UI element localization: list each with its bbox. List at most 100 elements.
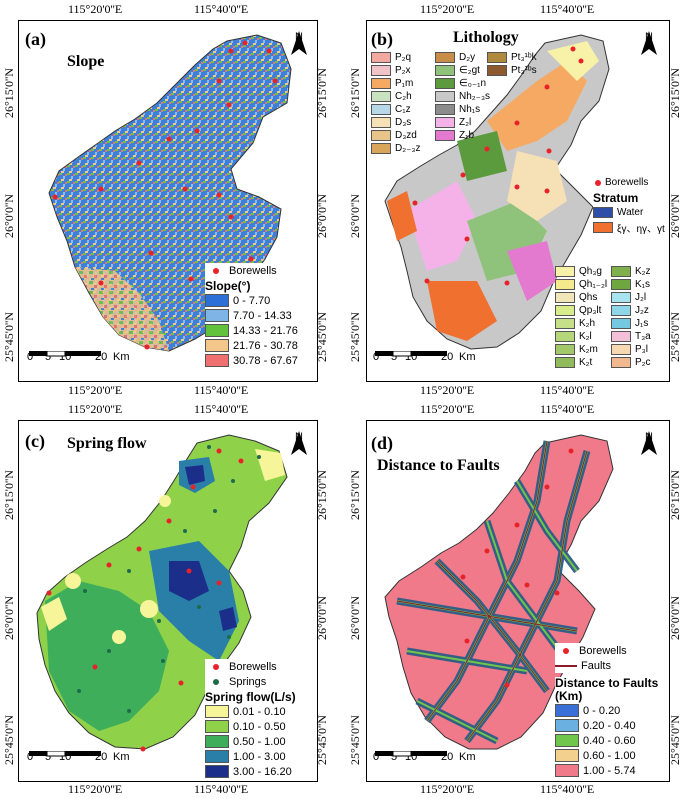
swatch: [555, 305, 575, 316]
swatch: [435, 52, 455, 63]
lithology-unit-label: T₃a: [635, 331, 651, 342]
lithology-unit-label: D₃zd: [395, 130, 417, 141]
legend-springs: Springs: [229, 675, 267, 688]
north-arrow-icon: [641, 31, 657, 55]
lon-tick-bot-c-1: 115°20'0''E: [68, 782, 123, 796]
legend-borewells: Borewells: [229, 264, 277, 277]
lithology-unit-label: P₂c: [635, 357, 651, 368]
lithology-legend-item: ∈₂gt: [435, 64, 490, 77]
swatch: [555, 279, 575, 290]
lithology-legend-item: K₁s: [611, 278, 651, 291]
lon-tick-top-c-2: 115°40'0''E: [194, 402, 249, 416]
scale-unit: Km: [459, 351, 476, 363]
lithology-unit-label: K₂m: [579, 344, 598, 355]
lithology-legend-item: K₂l: [555, 330, 607, 343]
lithology-legend-item: C₁z: [371, 103, 420, 116]
swatch: [435, 91, 455, 102]
lithology-unit-label: D₂y: [459, 52, 476, 63]
scale-bar-graphic: [29, 351, 101, 357]
lithology-unit-label: D₂₋₃z: [395, 143, 421, 154]
scale-unit: Km: [113, 751, 130, 763]
lithology-unit-label: P₃l: [635, 344, 648, 355]
lithology-unit-label: J₁s: [635, 318, 649, 329]
scale-tick: 0: [373, 751, 380, 763]
legend-class: 0.40 - 0.60: [583, 734, 636, 747]
lat-tick-b-2: 26°0'0''N: [348, 194, 362, 238]
lithology-unit-label: Qp₃lt: [579, 305, 602, 316]
scale-bar-graphic: [29, 751, 101, 757]
lat-tick-d-2: 26°0'0''N: [348, 596, 362, 640]
lon-tick-top-b-2: 115°40'0''E: [540, 2, 595, 16]
lon-tick-bot-c-2: 115°40'0''E: [194, 782, 249, 796]
lithology-unit-label: Nh₁s: [459, 104, 481, 115]
north-arrow: N: [639, 31, 659, 55]
swatch: [205, 765, 229, 778]
legend-title-spring-flow: Spring flow(L/s): [205, 689, 296, 704]
lat-tick-b-3: 25°45'0''N: [348, 312, 362, 362]
lat-tick-c-2: 26°0'0''N: [2, 596, 16, 640]
borewell-icon: [213, 267, 219, 274]
legend-class: 1.00 - 5.74: [583, 764, 636, 777]
lat-tick-c-3: 25°45'0''N: [2, 715, 16, 765]
swatch: [555, 749, 579, 762]
swatch: [555, 318, 575, 329]
swatch: [555, 344, 575, 355]
lon-tick-top-a-1: 115°20'0''E: [68, 2, 123, 16]
scale-bar: 0 5 10 20 Km: [373, 351, 493, 363]
lithology-legend-item: ∈₀₋₁n: [435, 77, 490, 90]
lithology-unit-label: C₁z: [395, 104, 411, 115]
lithology-legend-item: K₂m: [555, 343, 607, 356]
lithology-legend-item: Nh₂₋₃s: [435, 90, 490, 103]
panel-title-spring-flow: Spring flow: [67, 435, 147, 452]
legend-title-stratum: Stratum: [593, 190, 639, 205]
lat-tick-d-1: 26°15'0''N: [348, 470, 362, 520]
legend-class: 0 - 0.20: [583, 704, 621, 717]
lat-tick-d-r3: 25°45'0''N: [668, 715, 682, 765]
borewell-icon: [563, 647, 569, 654]
swatch: [611, 305, 631, 316]
lithology-legend-item: T₃a: [611, 330, 651, 343]
lithology-legend-item: K₂z: [611, 265, 651, 278]
lon-tick-top-d-1: 115°20'0''E: [420, 402, 475, 416]
swatch: [555, 734, 579, 747]
lithology-legend-item: P₁m: [371, 77, 420, 90]
swatch: [435, 65, 455, 76]
lithology-unit-label: Pt₃¹ᵇk: [511, 52, 537, 63]
lithology-legend-item: Pt₃¹ᵇs: [487, 64, 537, 77]
lat-tick-b-r3: 25°45'0''N: [668, 312, 682, 362]
panel-title-lithology: Lithology: [453, 29, 519, 46]
lon-tick-bot-b-1: 115°20'0''E: [420, 383, 475, 397]
lithology-unit-label: Z₁b: [459, 130, 475, 141]
lithology-unit-label: P₂x: [395, 65, 411, 76]
lithology-legend-item: Pt₃¹ᵇk: [487, 51, 537, 64]
lithology-legend-item: Nh₁s: [435, 103, 490, 116]
swatch: [611, 266, 631, 277]
panel-title-distance-to-faults: Distance to Faults: [377, 457, 500, 474]
scale-tick: 5: [45, 751, 52, 763]
swatch: [205, 294, 229, 307]
legend-borewells: Borewells: [229, 660, 277, 673]
legend-title-slope: Slope(°): [205, 278, 251, 293]
lithology-unit-label: K₂t: [579, 357, 593, 368]
lat-tick-a-1: 26°15'0''N: [2, 68, 16, 118]
lon-tick-top-d-2: 115°40'0''E: [540, 402, 595, 416]
lithology-unit-label: D₃s: [395, 117, 412, 128]
lithology-legend-col2: D₂y ∈₂gt ∈₀₋₁n Nh₂₋₃s Nh₁s Z₂l Z₁b: [435, 51, 490, 142]
scale-tick: 5: [391, 751, 398, 763]
swatch: [611, 292, 631, 303]
panel-distance-to-faults: (d) Distance to Faults N Borewells Fault…: [366, 420, 670, 782]
swatch: [611, 279, 631, 290]
lithology-legend-item: K₂h: [555, 317, 607, 330]
scale-unit: Km: [459, 751, 476, 763]
lon-tick-top-a-2: 115°40'0''E: [194, 2, 249, 16]
swatch: [205, 705, 229, 718]
lithology-unit-label: P₂q: [395, 52, 412, 63]
north-arrow-icon: [291, 431, 307, 455]
lithology-unit-label: Pt₃¹ᵇs: [511, 65, 537, 76]
lithology-unit-label: Z₂l: [459, 117, 472, 128]
panel-label-c: (c): [25, 431, 45, 451]
scale-bar: 0 5 10 20 Km: [373, 751, 493, 763]
lon-tick-bot-a-1: 115°20'0''E: [68, 383, 123, 397]
lithology-legend-item: D₂y: [435, 51, 490, 64]
